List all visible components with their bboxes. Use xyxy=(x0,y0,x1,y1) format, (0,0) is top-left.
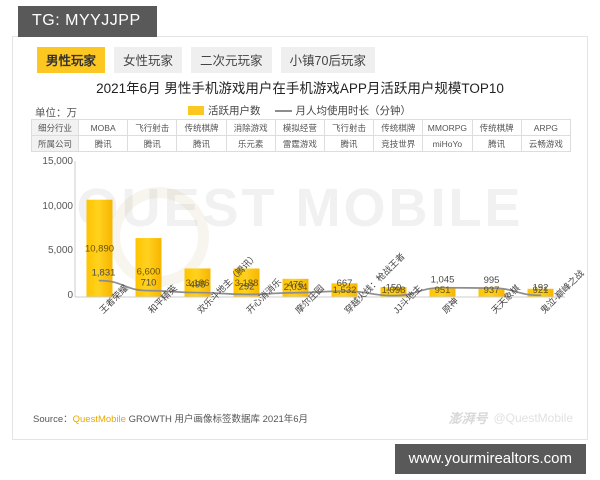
bar-3 xyxy=(233,268,260,297)
bar-label-5: 1,532 xyxy=(333,285,357,296)
line-label-1: 710 xyxy=(141,278,157,289)
bar-1 xyxy=(135,238,162,297)
legend-bar-label: 活跃用户数 xyxy=(208,105,261,117)
legend-item-bar: 活跃用户数 xyxy=(188,103,261,118)
y-tick-3: 15,000 xyxy=(42,156,73,167)
line-label-9: 192 xyxy=(533,282,549,293)
bar-value-labels: 10,890 6,600 3,196 3,188 2,034 1,532 1,098 951 9… xyxy=(85,244,548,296)
bar-label-4: 2,034 xyxy=(284,282,308,293)
source-suffix: GROWTH 用户画像标签数据库 2021年6月 xyxy=(125,414,309,425)
line-label-4: 476 xyxy=(288,280,304,291)
cell-company-9: 云畅游戏 xyxy=(520,135,572,152)
cell-industry-0: MOBA xyxy=(77,119,129,136)
bar-label-7: 951 xyxy=(435,285,451,296)
chart-plot-area: 10,890 6,600 3,196 3,188 2,034 1,532 1,098 951 9… xyxy=(31,155,571,305)
legend-bar-swatch xyxy=(188,106,204,115)
bar-9 xyxy=(527,288,554,297)
bar-label-1: 6,600 xyxy=(137,267,161,278)
line-label-6: 150 xyxy=(386,283,402,294)
bar-label-9: 921 xyxy=(533,285,549,296)
y-tick-2: 10,000 xyxy=(42,200,73,212)
x-axis-labels: 王者荣耀 和平精英 欢乐斗地主（腾讯） 开心消消乐 摩尔庄园 穿越火线：枪战王者 JJ斗地主… xyxy=(31,251,585,377)
cell-company-7: miHoYo xyxy=(422,135,473,152)
line-label-8: 995 xyxy=(484,275,500,286)
table-row-company: 所属公司 腾讯 腾讯 腾讯 乐元素 雷霆游戏 腾讯 竞技世界 miHoYo 腾讯 云畅游戏 xyxy=(31,135,572,152)
source-brand: QuestMobile xyxy=(72,414,126,425)
chart-svg: 10,890 6,600 3,196 3,188 2,034 1,532 1,098 951 9… xyxy=(74,161,565,298)
bar-5 xyxy=(331,283,358,297)
tab-0[interactable]: 男性玩家 xyxy=(37,47,106,73)
line-label-2: 495 xyxy=(190,280,206,291)
cell-industry-7: MMORPG xyxy=(422,119,473,136)
pengpai-logo: 澎湃号 xyxy=(448,411,488,426)
url-overlay-bar: www.yourmirealtors.com xyxy=(394,444,586,474)
line-label-0: 1,831 xyxy=(92,268,116,279)
cell-industry-8: 传统棋牌 xyxy=(471,119,522,136)
row-label-industry: 细分行业 xyxy=(31,119,79,136)
bar-8 xyxy=(478,288,505,297)
bar-label-8: 937 xyxy=(484,285,500,296)
cell-industry-4: 模拟经营 xyxy=(274,119,325,136)
cell-company-4: 雷霆游戏 xyxy=(274,135,325,152)
line-label-3: 292 xyxy=(239,281,255,292)
bar-label-3: 3,188 xyxy=(235,278,259,289)
questmobile-handle: @QuestMobile xyxy=(493,410,573,425)
source-note: Source：QuestMobile GROWTH 用户画像标签数据库 2021… xyxy=(33,411,308,425)
line-label-5: 667 xyxy=(337,278,353,289)
tab-2[interactable]: 二次元玩家 xyxy=(191,47,272,73)
y-tick-0: 0 xyxy=(67,290,73,301)
cell-company-2: 腾讯 xyxy=(176,135,227,152)
audience-tabs: 男性玩家 女性玩家 二次元玩家 小镇70后玩家 xyxy=(37,47,375,73)
source-prefix: Source： xyxy=(33,414,73,425)
app-info-table-body: 细分行业 MOBA 飞行射击 传统棋牌 消除游戏 模拟经营 飞行射击 传统棋牌 MMORPG 传统… xyxy=(31,119,572,152)
cell-industry-2: 传统棋牌 xyxy=(176,119,227,136)
table-row-industry: 细分行业 MOBA 飞行射击 传统棋牌 消除游戏 模拟经营 飞行射击 传统棋牌 MMORPG 传统… xyxy=(31,119,572,136)
legend-item-line: 月人均使用时长（分钟） xyxy=(274,103,412,118)
chart-axis-lines xyxy=(74,161,565,298)
bar-label-0: 10,890 xyxy=(85,244,114,255)
y-tick-1: 5,000 xyxy=(47,245,73,257)
brand-watermark: 澎湃号 @QuestMobile xyxy=(448,408,573,427)
cell-company-8: 腾讯 xyxy=(471,135,522,152)
cell-industry-5: 飞行射击 xyxy=(323,119,375,136)
cell-company-3: 乐元素 xyxy=(225,135,276,152)
line-value-labels: 1,831 710 495 292 476 667 150 1,045 995 192 xyxy=(92,268,549,294)
cell-company-5: 腾讯 xyxy=(323,135,375,152)
cell-industry-9: ARPG xyxy=(520,119,572,136)
tab-1[interactable]: 女性玩家 xyxy=(114,47,183,73)
tg-badge: TG: MYYJJPP xyxy=(18,6,157,37)
cell-industry-6: 传统棋牌 xyxy=(373,119,424,136)
legend-line-swatch xyxy=(274,109,292,112)
line-label-7: 1,045 xyxy=(431,275,455,286)
page-title: 2021年6月 男性手机游戏用户在手机游戏APP月活跃用户规模TOP10 xyxy=(96,81,504,96)
app-info-table: 细分行业 MOBA 飞行射击 传统棋牌 消除游戏 模拟经营 飞行射击 传统棋牌 MMORPG 传统… xyxy=(31,119,572,152)
cell-industry-1: 飞行射击 xyxy=(127,119,178,136)
trend-line xyxy=(98,279,542,297)
legend-line-label: 月人均使用时长（分钟） xyxy=(295,105,412,117)
cell-company-0: 腾讯 xyxy=(77,135,129,152)
bar-label-2: 3,196 xyxy=(186,278,210,289)
cell-industry-3: 消除游戏 xyxy=(225,119,276,136)
tab-3[interactable]: 小镇70后玩家 xyxy=(280,47,375,73)
chart-legend: 活跃用户数 月人均使用时长（分钟） xyxy=(188,103,411,118)
bar-label-6: 1,098 xyxy=(382,285,406,296)
bar-6 xyxy=(380,287,407,297)
unit-label: 单位：万 xyxy=(35,107,77,119)
chart-card: QUEST MOBILE 男性玩家 女性玩家 二次元玩家 小镇70后玩家 2021年6… xyxy=(12,36,588,440)
bar-7 xyxy=(429,288,456,297)
cell-company-1: 腾讯 xyxy=(127,135,178,152)
row-label-company: 所属公司 xyxy=(31,135,79,152)
cell-company-6: 竞技世界 xyxy=(373,135,424,152)
